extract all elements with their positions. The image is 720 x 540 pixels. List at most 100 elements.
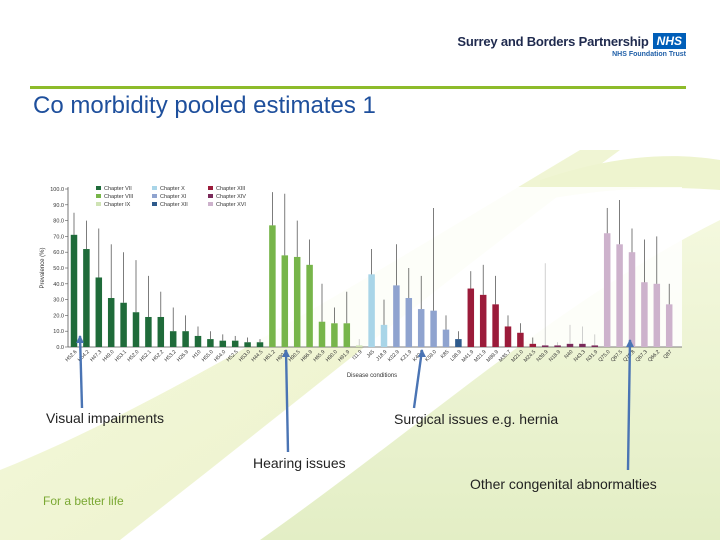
bar-Q67.5	[616, 244, 623, 347]
x-tick-label-N18.9: N18.9	[548, 349, 562, 363]
bar-M21.0	[517, 332, 524, 347]
arrow-congenital-shaft	[626, 339, 632, 471]
bar-Q67.3	[641, 282, 648, 347]
bar-H91.9	[343, 323, 351, 347]
bar-H90.5	[293, 256, 301, 347]
y-tick-label: 100.0	[50, 187, 64, 193]
x-tick-label-H53.2: H53.2	[164, 349, 178, 363]
legend-swatch-8	[208, 194, 213, 198]
bar-H52.0	[132, 312, 140, 347]
x-tick-label-Q75.0: Q75.0	[597, 349, 611, 363]
bar-N40	[566, 343, 574, 347]
legend-label-2: Chapter VIII	[104, 194, 134, 200]
y-tick-label: 20.0	[53, 313, 64, 319]
y-tick-label: 70.0	[53, 234, 64, 240]
bar-H90.0	[331, 323, 338, 347]
legend-swatch-4	[152, 186, 157, 190]
x-axis-label: Disease conditions	[347, 373, 397, 379]
bar-N31.9	[591, 345, 599, 347]
x-tick-label-H65.9: H65.9	[312, 349, 326, 363]
x-tick-label-Q67.5: Q67.5	[610, 349, 624, 363]
legend-label-3: Chapter IX	[104, 202, 131, 208]
legend-swatch-3	[96, 202, 101, 206]
bar-H52.5	[231, 340, 239, 347]
bar-H54.0	[219, 340, 227, 347]
bar-H65.9	[318, 321, 326, 347]
bar-M21.9	[479, 294, 487, 347]
arrow-surgical-head	[418, 349, 426, 357]
x-tick-label-Q87: Q87	[662, 349, 673, 360]
x-tick-label-I11.9: I11.9	[351, 349, 363, 361]
bar-H53.0	[244, 342, 251, 347]
x-tick-label-M24.5: M24.5	[523, 349, 538, 364]
bar-K40.9	[417, 309, 425, 347]
bar-H47.3	[95, 277, 103, 347]
x-tick-label-N40: N40	[563, 349, 574, 360]
x-tick-label-Q66.2: Q66.2	[647, 349, 661, 363]
arrow-hearing-shaft	[284, 349, 290, 453]
y-tick-label: 0.0	[56, 345, 64, 351]
org-logo: Surrey and Borders Partnership NHS NHS F…	[457, 33, 686, 58]
legend-label-8: Chapter XIV	[216, 194, 246, 200]
y-tick-label: 50.0	[53, 266, 64, 272]
x-tick-label-M41.9: M41.9	[461, 349, 476, 364]
x-tick-label-K59.0: K59.0	[424, 349, 438, 363]
x-tick-label-H52.2: H52.2	[151, 349, 165, 363]
x-tick-label-H47.3: H47.3	[89, 349, 103, 363]
bar-K85	[442, 329, 450, 347]
x-tick-label-H52.1: H52.1	[139, 349, 153, 363]
arrow-surgical-shaft	[412, 349, 424, 409]
x-tick-label-M21.9: M21.9	[473, 349, 488, 364]
bar-H49.0	[107, 298, 115, 347]
bar-H90.2	[281, 255, 289, 347]
legend-label-4: Chapter X	[160, 186, 185, 192]
bar-H26.9	[182, 331, 189, 347]
bar-J45	[368, 274, 375, 347]
bar-M35.7	[504, 326, 512, 347]
title-divider	[30, 86, 686, 89]
bar-N39.9	[541, 345, 549, 347]
bar-Q79.8	[628, 252, 636, 347]
y-tick-label: 80.0	[53, 219, 64, 225]
x-tick-label-H54.2: H54.2	[77, 349, 91, 363]
bar-K02.9	[393, 285, 400, 347]
x-tick-label-M89.9: M89.9	[486, 349, 501, 364]
legend-swatch-7	[208, 186, 213, 190]
y-axis-label: Prevalence (%)	[40, 247, 46, 288]
arrow-visual-shaft	[78, 335, 84, 409]
annotation-hearing: Hearing issues	[253, 455, 346, 471]
x-tick-label-H91.9: H91.9	[337, 349, 351, 363]
x-tick-label-K21.9: K21.9	[399, 349, 413, 363]
bar-H53.2	[169, 331, 177, 347]
legend-label-7: Chapter XIII	[216, 186, 246, 192]
x-tick-label-H90.0: H90.0	[325, 349, 339, 363]
bar-M41.9	[467, 288, 475, 347]
bar-H54.2	[83, 249, 90, 347]
arrow-visual-head	[76, 335, 84, 343]
x-tick-label-M21.0: M21.0	[510, 349, 525, 364]
annotation-surgical: Surgical issues e.g. hernia	[394, 411, 559, 427]
bar-Q66.2	[653, 283, 661, 347]
bar-K21.9	[405, 298, 413, 347]
bar-N18.9	[554, 345, 561, 347]
x-tick-label-H55.0: H55.0	[201, 349, 215, 363]
org-name: Surrey and Borders Partnership	[457, 33, 649, 49]
x-tick-label-Q67.3: Q67.3	[635, 349, 649, 363]
x-tick-label-N39.9: N39.9	[536, 349, 550, 363]
org-subtitle: NHS Foundation Trust	[612, 51, 686, 58]
plot-area	[68, 187, 682, 347]
nhs-badge: NHS	[652, 33, 686, 49]
legend-swatch-6	[152, 202, 157, 206]
bar-Q87	[665, 304, 673, 347]
legend-label-6: Chapter XII	[160, 202, 188, 208]
legend-label-1: Chapter VII	[104, 186, 132, 192]
x-tick-label-H61.2: H61.2	[263, 349, 277, 363]
bar-H44.5	[256, 342, 264, 347]
legend-label-9: Chapter XVI	[216, 202, 246, 208]
legend-swatch-1	[96, 186, 101, 190]
x-tick-label-H44.5: H44.5	[250, 349, 264, 363]
y-tick-label: 40.0	[53, 282, 64, 288]
y-tick-label: 90.0	[53, 203, 64, 209]
bar-N43.3	[579, 343, 586, 347]
